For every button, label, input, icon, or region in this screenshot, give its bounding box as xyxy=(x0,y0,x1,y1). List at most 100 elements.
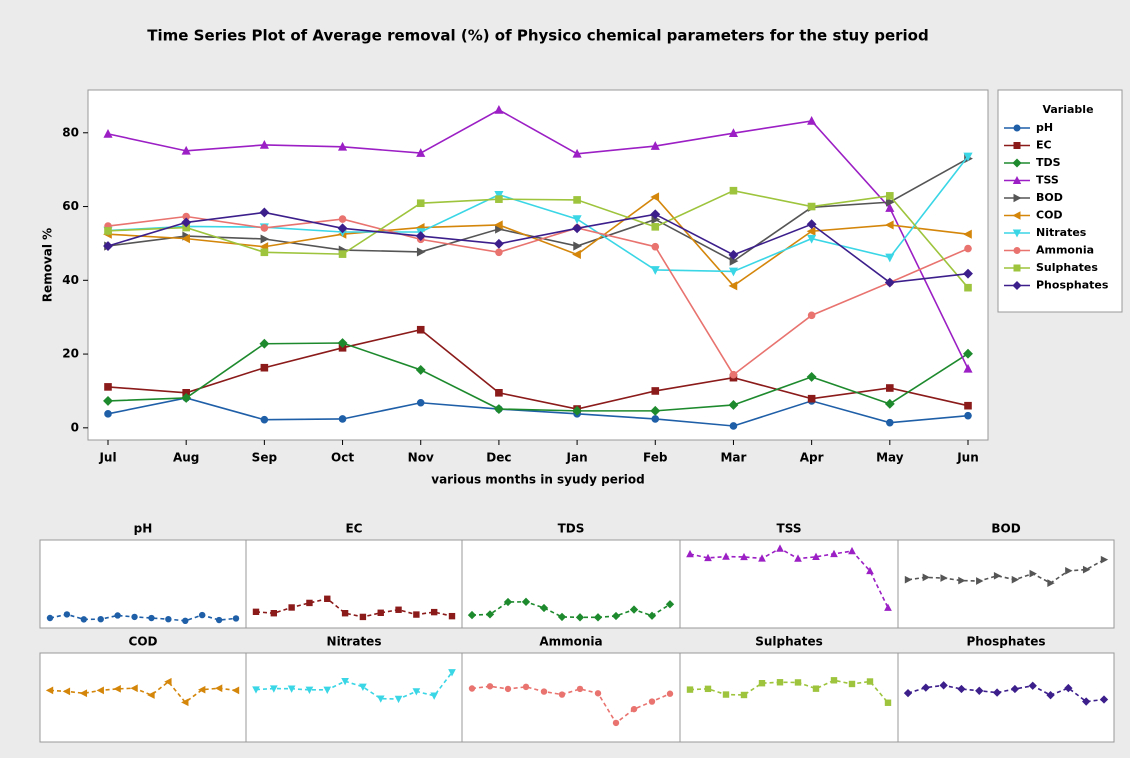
data-point xyxy=(148,614,155,622)
data-point xyxy=(651,415,660,423)
data-point xyxy=(103,395,113,406)
data-point xyxy=(182,388,190,397)
data-point xyxy=(468,685,476,692)
data-point xyxy=(903,688,913,698)
data-point xyxy=(807,234,817,244)
legend-marker xyxy=(1012,158,1022,168)
legend-marker xyxy=(1012,229,1022,238)
data-point xyxy=(940,574,948,582)
data-point xyxy=(806,226,816,236)
series-line xyxy=(255,671,453,700)
data-point xyxy=(338,250,347,258)
data-point xyxy=(964,411,972,420)
series-line xyxy=(107,109,969,370)
data-point xyxy=(198,685,206,694)
x-tick-label: May xyxy=(876,451,904,465)
panel-title: Nitrates xyxy=(327,635,382,649)
data-point xyxy=(922,573,930,582)
panel xyxy=(679,539,899,629)
data-point xyxy=(573,241,583,251)
data-point xyxy=(232,615,240,622)
data-point xyxy=(337,338,348,348)
data-point xyxy=(848,546,856,555)
data-point xyxy=(260,363,269,372)
x-tick-label: Mar xyxy=(720,451,746,465)
data-point xyxy=(181,393,192,403)
x-tick-label: Jan xyxy=(566,451,588,465)
data-point xyxy=(728,267,739,277)
data-point xyxy=(848,680,856,688)
data-point xyxy=(806,219,817,230)
series-line xyxy=(107,215,969,376)
data-point xyxy=(259,140,269,149)
x-tick-label: Jul xyxy=(98,451,116,465)
panel-title: pH xyxy=(134,522,153,536)
y-tick-label: 0 xyxy=(71,420,79,434)
data-point xyxy=(963,348,973,359)
data-point xyxy=(181,234,190,244)
data-point xyxy=(448,612,456,620)
data-point xyxy=(430,692,439,700)
data-point xyxy=(495,388,503,397)
data-point xyxy=(886,384,894,392)
data-point xyxy=(704,685,712,693)
data-point xyxy=(181,217,192,228)
data-point xyxy=(1100,555,1109,564)
data-point xyxy=(729,186,738,195)
data-point xyxy=(521,597,531,606)
data-point xyxy=(1082,697,1091,706)
data-point xyxy=(1010,684,1020,694)
data-point xyxy=(62,687,71,696)
data-point xyxy=(665,600,675,609)
series-line xyxy=(471,685,671,725)
data-point xyxy=(503,597,513,607)
data-point xyxy=(740,691,748,699)
legend-title: Variable xyxy=(1042,103,1093,116)
data-point xyxy=(306,599,313,607)
data-point xyxy=(305,686,314,695)
data-point xyxy=(722,552,730,560)
legend-label: TDS xyxy=(1036,156,1061,169)
data-point xyxy=(165,615,172,623)
data-point xyxy=(572,405,583,416)
data-point xyxy=(415,231,426,241)
data-point xyxy=(992,688,1002,697)
data-point xyxy=(485,610,495,619)
x-tick-label: Jun xyxy=(956,451,979,465)
data-point xyxy=(97,615,104,623)
data-point xyxy=(650,141,660,150)
legend-label: EC xyxy=(1036,139,1052,152)
panel-title: TDS xyxy=(558,522,585,536)
panel-title: Ammonia xyxy=(539,635,602,649)
data-point xyxy=(939,681,948,690)
data-point xyxy=(629,605,639,614)
legend-marker xyxy=(1012,211,1021,220)
data-point xyxy=(259,207,270,218)
series-line xyxy=(907,684,1105,703)
data-point xyxy=(807,202,816,211)
x-tick-label: Apr xyxy=(800,451,824,465)
data-point xyxy=(963,268,973,279)
data-point xyxy=(231,686,240,695)
data-point xyxy=(885,253,895,263)
series-line xyxy=(107,157,969,263)
data-point xyxy=(1082,565,1091,574)
data-point xyxy=(722,691,730,698)
data-point xyxy=(260,248,269,257)
data-point xyxy=(539,603,549,613)
data-point xyxy=(807,311,816,320)
data-point xyxy=(557,612,567,622)
data-point xyxy=(886,197,895,207)
data-point xyxy=(359,613,367,621)
data-point xyxy=(486,683,494,690)
data-point xyxy=(522,683,530,691)
series-line xyxy=(107,397,969,427)
panel xyxy=(679,652,899,743)
data-point xyxy=(324,595,331,602)
data-point xyxy=(416,148,426,157)
data-point xyxy=(164,677,172,686)
series-line xyxy=(107,189,969,289)
data-point xyxy=(504,685,512,693)
data-point xyxy=(1029,569,1037,578)
